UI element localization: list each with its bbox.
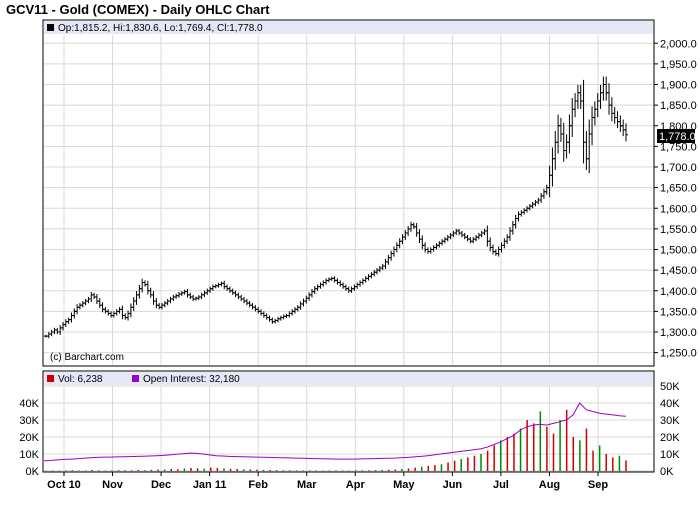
ohlc-bar [624,123,628,142]
price-legend-box [44,21,653,34]
volume-tick-label-right: 30K [660,415,680,427]
volume-tick-label-right: 50K [660,381,680,393]
price-legend-swatch [47,24,54,31]
price-tick-label: 1,650.0 [660,183,697,195]
volume-bars [45,409,627,471]
last-price-marker [657,129,695,143]
x-tick-label: Feb [248,479,268,491]
x-tick-label: Mar [297,479,317,491]
price-tick-label: 1,300.0 [660,327,697,339]
x-axis: Oct 10 Nov Dec Jan 11 Feb Mar Apr May Jun Jul Aug S… [47,472,608,491]
price-tick-label: 1,250.0 [660,348,697,360]
price-y-axis: 1,250.0 1,300.0 1,350.0 1,400.0 1,450.0 1,500… [654,38,697,360]
volume-tick-label-left: 40K [19,398,39,410]
x-tick-label: Jan 11 [193,479,227,491]
copyright-label: (c) Barchart.com [50,352,124,363]
price-tick-label: 1,850.0 [660,100,697,112]
volume-legend-swatch [47,375,54,382]
x-tick-label: Oct 10 [47,479,81,491]
last-price-label: 1,778.0 [659,131,696,143]
volume-tick-label-left: 10K [19,449,39,461]
price-tick-label: 1,900.0 [660,80,697,92]
price-panel [42,19,655,367]
volume-tick-label-right: 0K [660,466,674,478]
volume-y-axis: 0K 10K 20K 30K 40K 50K 0K 10K 20K 30K 40K [19,381,680,478]
price-tick-label: 1,600.0 [660,203,697,215]
x-tick-label: May [393,479,415,491]
oi-legend: Open Interest: 32,180 [143,374,240,385]
price-tick-label: 1,750.0 [660,141,697,153]
volume-tick-label-left: 20K [19,432,39,444]
price-legend: Op:1,815.2, Hi:1,830.6, Lo:1,769.4, Cl:1… [58,23,263,34]
volume-tick-label-left: 0K [26,466,40,478]
price-tick-label: 1,500.0 [660,245,697,257]
volume-legend: Vol: 6,238 [58,374,103,385]
x-tick-label: Jul [493,479,509,491]
x-tick-label: Jun [443,479,463,491]
volume-tick-label-left: 30K [19,415,39,427]
price-tick-label: 2,000.0 [660,38,697,50]
x-tick-label: Dec [151,479,171,491]
volume-panel [42,370,655,473]
volume-tick-label-right: 20K [660,432,680,444]
x-tick-label: Aug [539,479,560,491]
price-tick-label: 1,450.0 [660,265,697,277]
price-tick-label: 1,350.0 [660,306,697,318]
volume-tick-label-right: 40K [660,398,680,410]
oi-legend-swatch [132,375,139,382]
open-interest-line [43,402,627,462]
price-tick-label: 1,700.0 [660,162,697,174]
chart-title: GCV11 - Gold (COMEX) - Daily OHLC Chart [6,2,270,17]
price-tick-label: 1,950.0 [660,59,697,71]
price-tick-label: 1,400.0 [660,286,697,298]
x-tick-label: Apr [346,479,366,491]
volume-tick-label-right: 10K [660,449,680,461]
x-tick-label: Sep [588,479,608,491]
x-tick-label: Nov [102,479,124,491]
volume-legend-box [44,372,653,385]
price-tick-label: 1,550.0 [660,224,697,236]
price-bars [44,76,628,339]
